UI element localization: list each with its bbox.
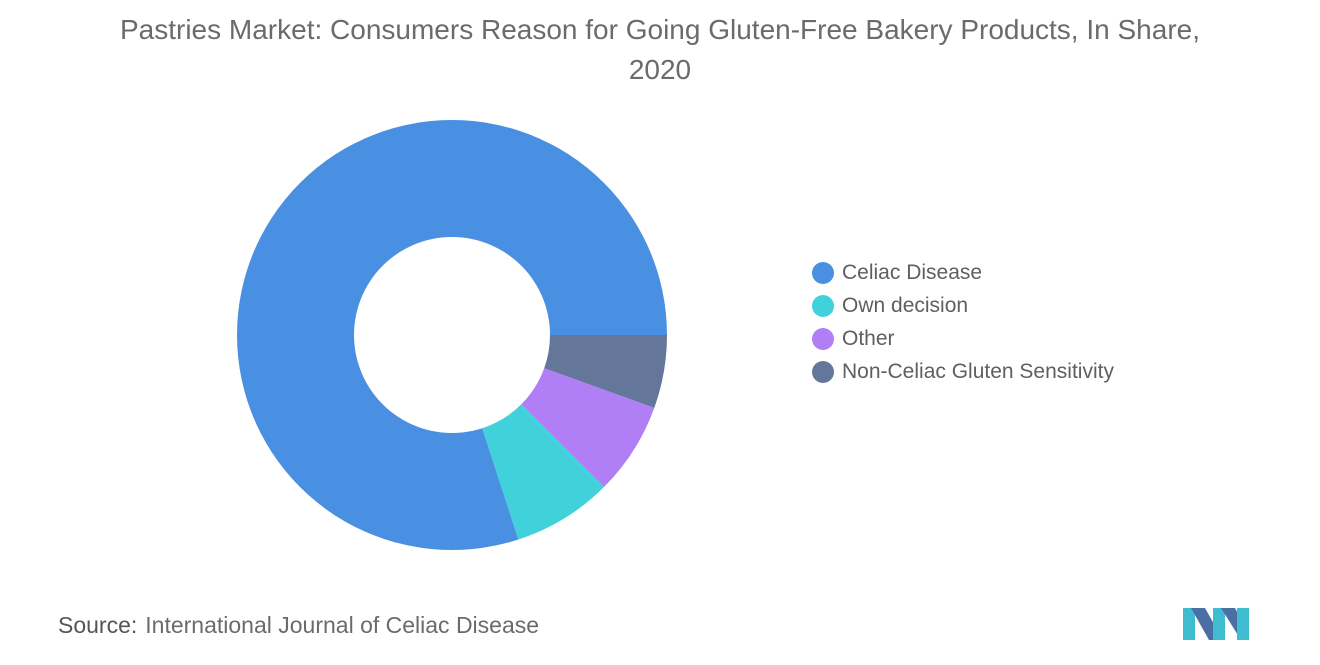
legend: Celiac Disease Own decision Other Non-Celia…	[812, 256, 1114, 388]
donut-slice-non-celiac-gluten-sensitivity	[544, 335, 667, 408]
source-note: Source: International Journal of Celiac D…	[58, 612, 539, 639]
donut-slice-other	[521, 368, 655, 488]
donut-slices	[236, 119, 667, 550]
donut-slice-celiac-disease	[236, 119, 667, 550]
legend-item: Other	[812, 322, 1114, 355]
donut-slice-own-decision	[482, 404, 605, 540]
legend-swatch	[812, 261, 834, 284]
source-text: International Journal of Celiac Disease	[145, 612, 540, 638]
legend-label: Celiac Disease	[842, 260, 983, 284]
legend-item: Non-Celiac Gluten Sensitivity	[812, 355, 1114, 388]
chart-title: Pastries Market: Consumers Reason for Go…	[119, 14, 1200, 85]
legend-item: Own decision	[812, 289, 1114, 322]
mordor-intelligence-logo-icon	[1183, 608, 1249, 640]
legend-item: Celiac Disease	[812, 256, 1114, 289]
legend-label: Other	[842, 326, 895, 350]
legend-label: Non-Celiac Gluten Sensitivity	[842, 359, 1114, 383]
source-label: Source:	[58, 612, 138, 638]
legend-swatch	[812, 327, 834, 350]
legend-swatch	[812, 294, 834, 317]
legend-label: Own decision	[842, 293, 969, 317]
legend-swatch	[812, 360, 834, 383]
